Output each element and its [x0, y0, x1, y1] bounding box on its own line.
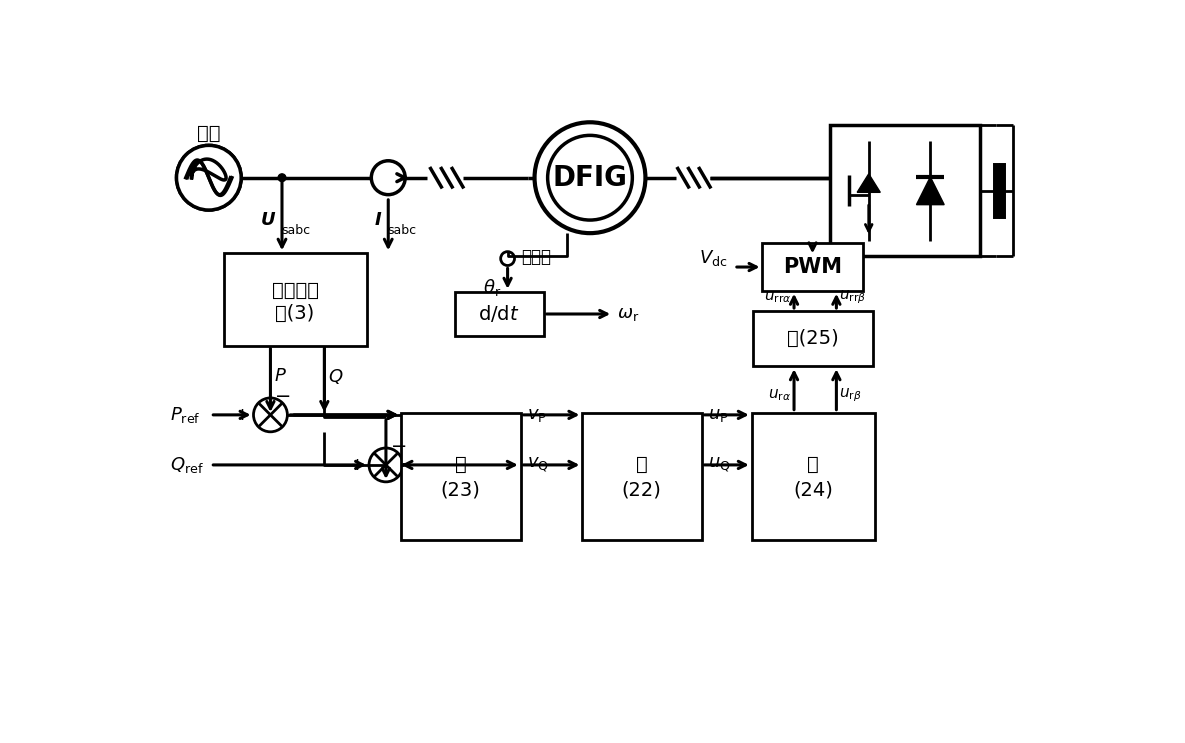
Text: $v_{\rm Q}$: $v_{\rm Q}$ [527, 455, 549, 474]
Text: +: + [233, 406, 249, 424]
Circle shape [371, 160, 405, 195]
Circle shape [177, 146, 242, 210]
Circle shape [278, 174, 286, 181]
Text: $P$: $P$ [274, 367, 287, 386]
Text: −: − [391, 437, 406, 456]
Circle shape [547, 135, 633, 220]
Polygon shape [857, 174, 880, 192]
Text: DFIG: DFIG [552, 163, 627, 192]
Text: sabc: sabc [281, 224, 310, 236]
Bar [754, 311, 872, 366]
Text: $u_{{\rm rr}\beta}$: $u_{{\rm rr}\beta}$ [839, 288, 866, 306]
Text: PWM: PWM [783, 257, 843, 277]
Text: sabc: sabc [387, 224, 417, 236]
Text: $u_{\rm P}$: $u_{\rm P}$ [707, 406, 729, 424]
Text: $V_{\rm dc}$: $V_{\rm dc}$ [699, 247, 728, 267]
Text: $Q$: $Q$ [328, 367, 344, 386]
Text: (23): (23) [441, 480, 481, 499]
Text: −: − [275, 387, 292, 406]
Text: $\boldsymbol{I}$: $\boldsymbol{I}$ [373, 211, 382, 229]
Circle shape [369, 448, 403, 482]
Bar [224, 253, 366, 345]
Text: 式: 式 [807, 455, 819, 475]
Circle shape [254, 398, 288, 432]
Bar [831, 126, 980, 256]
Circle shape [177, 146, 242, 210]
Text: (22): (22) [622, 480, 661, 499]
Text: $P_{\rm ref}$: $P_{\rm ref}$ [171, 405, 201, 425]
Text: $u_{{\rm r}\alpha}$: $u_{{\rm r}\alpha}$ [768, 388, 790, 403]
Text: $\boldsymbol{U}$: $\boldsymbol{U}$ [260, 211, 276, 229]
Circle shape [534, 123, 646, 233]
Text: (24): (24) [793, 480, 833, 499]
Text: $\omega_{\rm r}$: $\omega_{\rm r}$ [617, 305, 639, 323]
Text: $u_{\rm Q}$: $u_{\rm Q}$ [707, 455, 730, 474]
Text: 式: 式 [635, 455, 647, 475]
Text: 式(3): 式(3) [275, 304, 315, 322]
Polygon shape [916, 177, 944, 204]
Text: 式: 式 [455, 455, 467, 475]
Text: $\theta_{\rm r}$: $\theta_{\rm r}$ [483, 277, 501, 299]
Text: 式(25): 式(25) [787, 329, 839, 348]
Text: 光码盘: 光码盘 [521, 248, 551, 266]
Text: $Q_{\rm ref}$: $Q_{\rm ref}$ [171, 455, 204, 475]
Text: 功率计算: 功率计算 [271, 281, 319, 299]
Bar [762, 243, 863, 291]
Bar [582, 412, 702, 539]
Text: $u_{{\rm r}\beta}$: $u_{{\rm r}\beta}$ [839, 387, 861, 404]
Bar [455, 292, 544, 337]
Bar [751, 412, 875, 539]
Text: d/d$\it{t}$: d/d$\it{t}$ [479, 303, 520, 325]
Text: 电网: 电网 [197, 124, 220, 143]
Text: $v_{\rm P}$: $v_{\rm P}$ [527, 406, 546, 424]
Bar [402, 412, 520, 539]
Text: +: + [350, 456, 364, 474]
Circle shape [501, 252, 514, 265]
Text: $u_{{\rm rr}\alpha}$: $u_{{\rm rr}\alpha}$ [763, 289, 790, 305]
